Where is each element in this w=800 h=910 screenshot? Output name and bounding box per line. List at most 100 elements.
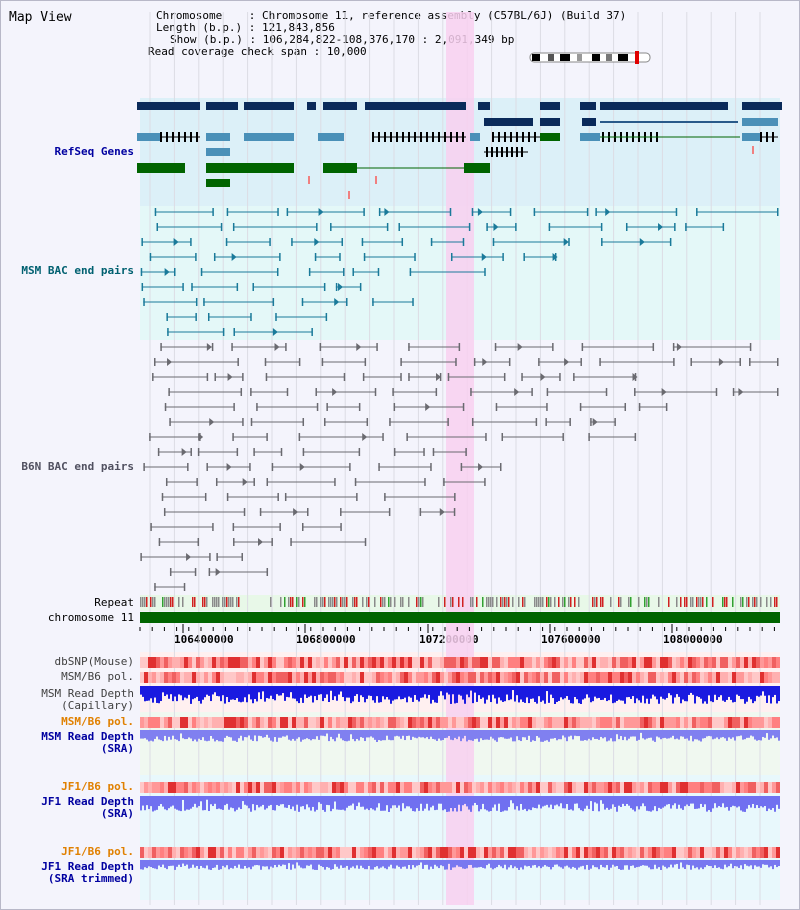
heat-cell (368, 657, 372, 668)
depth-bar (562, 796, 564, 809)
depth-bar (366, 686, 368, 699)
depth-bar (294, 730, 296, 741)
depth-bar (374, 860, 376, 868)
repeat-mark (596, 597, 598, 607)
heat-cell (460, 672, 464, 683)
heat-cell (148, 847, 152, 858)
heat-cell (256, 657, 260, 668)
gene-exon (390, 132, 392, 142)
depth-bar (704, 796, 706, 805)
repeat-mark (630, 597, 632, 607)
heat-cell (576, 847, 580, 858)
depth-bar (520, 730, 522, 742)
depth-bar (260, 796, 262, 807)
depth-bar (720, 860, 722, 869)
bac-end-mark (256, 403, 258, 411)
depth-bar (722, 860, 724, 870)
depth-bar (758, 860, 760, 867)
depth-bar (384, 796, 386, 811)
depth-bar (158, 860, 160, 866)
bac-arrow (314, 238, 320, 246)
depth-bar (322, 730, 324, 736)
heat-cell (528, 717, 532, 728)
repeat-mark (150, 597, 152, 607)
depth-bar (436, 686, 438, 703)
heat-cell (360, 672, 364, 683)
track-label-refseq[interactable]: RefSeq Genes (54, 145, 134, 158)
heat-cell (464, 672, 468, 683)
depth-bar (310, 730, 312, 741)
bac-end-mark (447, 373, 450, 381)
depth-bar (564, 796, 566, 809)
depth-bar (682, 686, 684, 700)
bac-end-mark (508, 358, 511, 366)
depth-bar (612, 686, 614, 704)
depth-bar (194, 860, 196, 868)
heat-cell (724, 782, 728, 793)
track-label-msm-bac[interactable]: MSM BAC end pairs (21, 264, 134, 277)
depth-bar (318, 730, 320, 740)
heat-cell (276, 672, 280, 683)
heat-cell (736, 672, 740, 683)
depth-bar (566, 796, 568, 805)
track-label-b6n-bac[interactable]: B6N BAC end pairs (21, 460, 134, 473)
depth-bar (744, 796, 746, 812)
depth-bar (276, 686, 278, 695)
depth-bar (172, 860, 174, 866)
heat-cell (748, 657, 752, 668)
heat-cell (732, 782, 736, 793)
heat-cell (180, 657, 184, 668)
heat-cell (300, 782, 304, 793)
depth-bar (594, 686, 596, 697)
depth-bar (620, 686, 622, 701)
depth-bar (586, 730, 588, 741)
heat-cell (420, 672, 424, 683)
depth-bar (672, 686, 674, 704)
depth-bar (538, 796, 540, 805)
repeat-mark (288, 597, 290, 607)
depth-bar (352, 730, 354, 740)
depth-bar (574, 860, 576, 868)
depth-bar (490, 796, 492, 812)
depth-bar (172, 796, 174, 806)
repeat-mark (362, 597, 364, 607)
depth-bar (164, 686, 166, 697)
heat-cell (584, 717, 588, 728)
depth-bar (498, 686, 500, 698)
depth-bar (766, 686, 768, 703)
depth-bar (458, 730, 460, 737)
depth-bar (482, 860, 484, 868)
heat-cell (532, 717, 536, 728)
heat-cell (448, 717, 452, 728)
repeat-mark (152, 597, 154, 607)
repeat-mark (550, 597, 552, 607)
heat-cell (444, 782, 448, 793)
heat-cell (192, 672, 196, 683)
bac-end-mark (400, 373, 402, 381)
repeat-mark (488, 597, 490, 607)
depth-bar (644, 730, 646, 740)
depth-bar (296, 686, 298, 702)
depth-bar (284, 730, 286, 737)
depth-bar (712, 796, 714, 809)
heat-cell (444, 847, 448, 858)
bac-end-mark (183, 583, 186, 591)
depth-bar (592, 796, 594, 812)
heat-cell (456, 657, 460, 668)
depth-bar (646, 730, 648, 739)
depth-bar (348, 730, 350, 741)
depth-bar (592, 860, 594, 866)
depth-bar (500, 730, 502, 738)
bac-end-mark (141, 283, 144, 291)
depth-bar (546, 686, 548, 692)
depth-bar (168, 796, 170, 809)
depth-bar (258, 730, 260, 736)
depth-bar (386, 860, 388, 870)
depth-bar (294, 796, 296, 811)
gene-exon (504, 132, 506, 142)
heat-cell (196, 782, 200, 793)
heat-cell (436, 717, 440, 728)
bac-end-mark (509, 208, 512, 216)
heat-cell (424, 672, 428, 683)
